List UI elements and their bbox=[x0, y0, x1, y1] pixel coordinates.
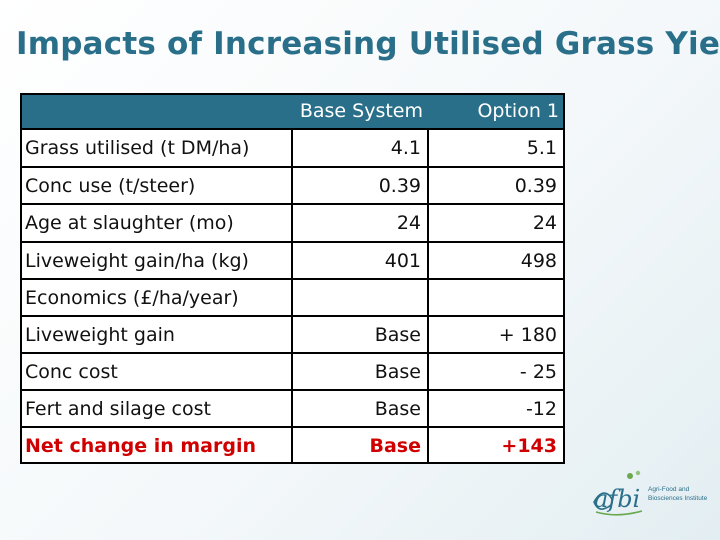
table-bottom-border bbox=[20, 462, 565, 464]
page-title: Impacts of Increasing Utilised Grass Yie… bbox=[16, 26, 720, 62]
option-value: 5.1 bbox=[429, 130, 565, 166]
row-divider bbox=[20, 426, 565, 428]
row-label: Age at slaughter (mo) bbox=[25, 212, 234, 234]
section-label: Economics (£/ha/year) bbox=[25, 287, 239, 309]
data-table: Base System Option 1 Grass utilised (t D… bbox=[20, 93, 565, 464]
option-value: - 25 bbox=[429, 354, 565, 390]
row-label: Conc cost bbox=[25, 361, 118, 383]
base-value bbox=[291, 280, 429, 316]
base-value: Base bbox=[291, 354, 429, 390]
row-label: Liveweight gain bbox=[25, 324, 175, 346]
column-header-base: Base System bbox=[291, 93, 429, 128]
row-divider bbox=[20, 241, 565, 243]
table-left-border bbox=[20, 93, 22, 464]
svg-text:afbi: afbi bbox=[594, 485, 640, 513]
base-value: 24 bbox=[291, 205, 429, 241]
option-value: 0.39 bbox=[429, 168, 565, 204]
option-value: 24 bbox=[429, 205, 565, 241]
row-label: Fert and silage cost bbox=[25, 398, 211, 420]
row-divider bbox=[20, 128, 565, 130]
base-value: Base bbox=[291, 317, 429, 353]
base-value: Base bbox=[291, 391, 429, 427]
option-value: -12 bbox=[429, 391, 565, 427]
column-header-option: Option 1 bbox=[429, 93, 565, 128]
row-divider bbox=[20, 352, 565, 354]
table-header-corner bbox=[20, 93, 291, 128]
row-divider bbox=[20, 389, 565, 391]
base-value-highlight: Base bbox=[291, 428, 429, 463]
table-top-border bbox=[20, 93, 565, 95]
row-label-highlight: Net change in margin bbox=[25, 434, 257, 457]
logo-text-line2: Biosciences Institute bbox=[648, 495, 708, 502]
logo-text-line1: Agri-Food and bbox=[648, 486, 690, 493]
option-value: + 180 bbox=[429, 317, 565, 353]
row-divider bbox=[20, 166, 565, 168]
base-value: 401 bbox=[291, 243, 429, 279]
row-label: Liveweight gain/ha (kg) bbox=[25, 250, 249, 272]
afbi-logo: afbi Agri-Food and Biosciences Institute bbox=[592, 466, 712, 526]
row-label: Grass utilised (t DM/ha) bbox=[25, 137, 250, 159]
table-right-border bbox=[563, 93, 565, 464]
option-value: 498 bbox=[429, 243, 565, 279]
base-value: 4.1 bbox=[291, 130, 429, 166]
option-value-highlight: +143 bbox=[429, 428, 565, 463]
row-divider bbox=[20, 315, 565, 317]
afbi-logo-graphic: afbi bbox=[593, 470, 643, 516]
row-label: Conc use (t/steer) bbox=[25, 175, 196, 197]
base-value: 0.39 bbox=[291, 168, 429, 204]
option-value bbox=[429, 280, 565, 316]
row-divider bbox=[20, 278, 565, 280]
row-divider bbox=[20, 203, 565, 205]
